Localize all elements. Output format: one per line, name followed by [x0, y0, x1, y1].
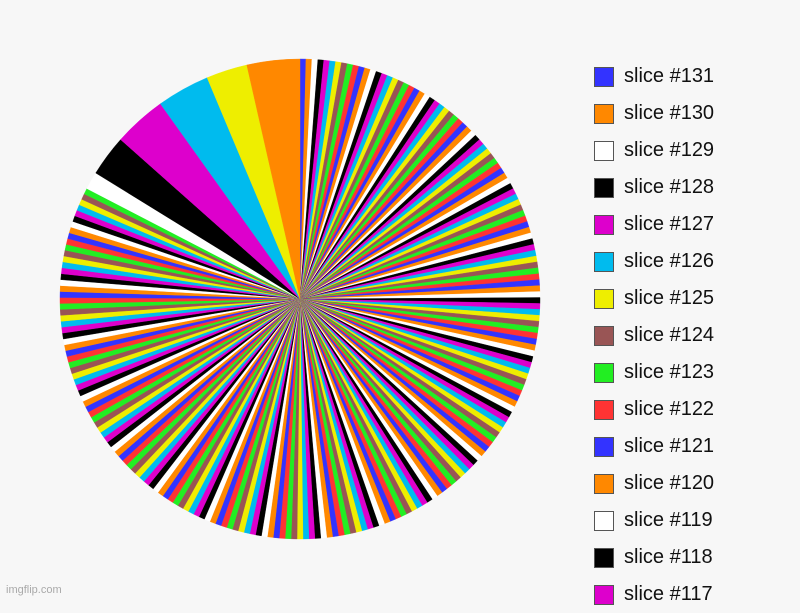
legend-item: slice #126: [594, 243, 794, 280]
watermark-text: imgflip.com: [6, 584, 62, 596]
legend-item: slice #131: [594, 58, 794, 95]
legend-label: slice #126: [624, 250, 715, 272]
legend-label: slice #131: [624, 65, 715, 87]
legend-label: slice #125: [624, 287, 715, 309]
legend-swatch: [594, 103, 614, 124]
legend-item: slice #127: [594, 206, 794, 243]
legend-swatch: [594, 473, 614, 494]
legend-item: slice #124: [594, 317, 794, 354]
legend-item: slice #118: [594, 539, 794, 576]
legend-item: slice #125: [594, 280, 794, 317]
legend-swatch: [594, 140, 614, 161]
legend-item: slice #119: [594, 502, 794, 539]
legend-label: slice #129: [624, 139, 715, 161]
legend-swatch: [594, 251, 614, 272]
legend-label: slice #120: [624, 472, 715, 494]
legend-item: slice #128: [594, 169, 794, 206]
legend-swatch: [594, 362, 614, 383]
legend-item: slice #123: [594, 354, 794, 391]
legend-swatch: [594, 288, 614, 309]
pie-slices: [59, 58, 541, 540]
legend-item: slice #129: [594, 132, 794, 169]
legend-swatch: [594, 66, 614, 87]
pie-slice-214: [246, 58, 301, 300]
legend-swatch: [594, 214, 614, 235]
legend-label: slice #124: [624, 324, 715, 346]
legend-label: slice #118: [624, 546, 713, 568]
legend-swatch: [594, 325, 614, 346]
legend-label: slice #128: [624, 176, 715, 198]
legend-label: slice #121: [624, 435, 715, 457]
legend-item: slice #117: [594, 576, 794, 613]
legend-label: slice #130: [624, 102, 715, 124]
legend: slice #131 slice #130 slice #129 slice #128…: [594, 58, 794, 613]
legend-label: slice #123: [624, 361, 715, 383]
legend-swatch: [594, 399, 614, 420]
legend-item: slice #122: [594, 391, 794, 428]
legend-swatch: [594, 177, 614, 198]
legend-swatch: [594, 510, 614, 531]
legend-item: slice #121: [594, 428, 794, 465]
legend-swatch: [594, 547, 614, 568]
legend-label: slice #122: [624, 398, 715, 420]
legend-label: slice #119: [624, 509, 713, 531]
legend-swatch: [594, 584, 614, 605]
legend-label: slice #117: [624, 583, 713, 605]
legend-item: slice #120: [594, 465, 794, 502]
legend-swatch: [594, 436, 614, 457]
legend-label: slice #127: [624, 213, 715, 235]
pie-chart: [59, 58, 541, 540]
legend-item: slice #130: [594, 95, 794, 132]
